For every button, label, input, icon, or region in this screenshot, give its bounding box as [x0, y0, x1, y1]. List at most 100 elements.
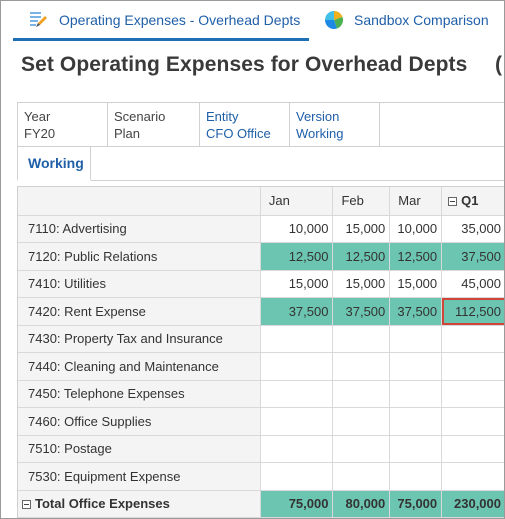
data-cell[interactable]: 75,000: [260, 490, 334, 518]
collapse-icon[interactable]: [448, 197, 458, 207]
data-cell[interactable]: [389, 352, 443, 381]
pov-scenario: Scenario Plan: [108, 103, 200, 146]
data-cell[interactable]: 37,500: [332, 297, 391, 326]
data-cell[interactable]: 10,000: [260, 215, 334, 243]
pov-entity[interactable]: Entity CFO Office: [200, 103, 290, 146]
pov-label[interactable]: Entity: [206, 109, 239, 124]
pie-chart-icon: [323, 9, 345, 31]
tab-sandbox-comparison[interactable]: Sandbox Comparison: [323, 1, 503, 39]
data-cell[interactable]: [332, 380, 391, 408]
tab-working[interactable]: Working: [17, 147, 91, 181]
row-header[interactable]: 7450: Telephone Expenses: [18, 380, 261, 408]
data-cell[interactable]: [441, 407, 504, 436]
data-cell[interactable]: [441, 380, 504, 408]
data-cell[interactable]: 35,000: [441, 215, 504, 243]
data-cell[interactable]: [441, 435, 504, 463]
row-label: 7410: Utilities: [28, 276, 107, 292]
row-header[interactable]: 7510: Postage: [18, 435, 261, 463]
data-grid: Jan Feb Mar Q1 7110: Advertising 10,000 15…: [17, 186, 504, 518]
row-header[interactable]: 7430: Property Tax and Insurance: [18, 325, 261, 353]
column-header-q1[interactable]: Q1: [441, 187, 504, 216]
data-cell[interactable]: 15,000: [332, 270, 391, 298]
pov-value: FY20: [24, 126, 56, 141]
page-title: Set Operating Expenses for Overhead Dept…: [21, 53, 468, 76]
data-cell[interactable]: 75,000: [389, 490, 443, 518]
data-cell[interactable]: 12,500: [332, 242, 391, 271]
data-cell[interactable]: 15,000: [389, 270, 443, 298]
pov-value[interactable]: Working: [296, 126, 344, 141]
row-header[interactable]: 7460: Office Supplies: [18, 407, 261, 436]
row-label: Total Office Expenses: [35, 496, 170, 512]
data-cell[interactable]: [389, 325, 443, 353]
data-cell[interactable]: [441, 352, 504, 381]
data-cell[interactable]: 45,000: [441, 270, 504, 298]
data-cell[interactable]: 12,500: [389, 242, 443, 271]
row-header[interactable]: 7420: Rent Expense: [18, 297, 261, 326]
table-row: 7420: Rent Expense 37,500 37,500 37,500 112,…: [18, 297, 504, 326]
row-header[interactable]: 7120: Public Relations: [18, 242, 261, 271]
data-cell[interactable]: [260, 435, 334, 463]
data-cell[interactable]: [260, 407, 334, 436]
data-cell[interactable]: [441, 462, 504, 491]
data-cell[interactable]: [332, 407, 391, 436]
table-row: 7430: Property Tax and Insurance: [18, 325, 504, 353]
row-label: 7510: Postage: [28, 441, 112, 457]
row-label: 7120: Public Relations: [28, 248, 158, 264]
pov-bar: Year FY20 Scenario Plan Entity CFO Offic…: [17, 102, 504, 147]
data-cell[interactable]: [260, 352, 334, 381]
row-label: 7420: Rent Expense: [28, 303, 146, 319]
table-row: 7110: Advertising 10,000 15,000 10,000 35,00…: [18, 215, 504, 243]
data-cell[interactable]: 10,000: [389, 215, 443, 243]
data-cell[interactable]: [389, 380, 443, 408]
tab-bar: Operating Expenses - Overhead Depts Sand…: [1, 1, 504, 41]
row-header[interactable]: 7410: Utilities: [18, 270, 261, 298]
row-header[interactable]: 7110: Advertising: [18, 215, 261, 243]
row-header[interactable]: 7530: Equipment Expense: [18, 462, 261, 491]
data-cell[interactable]: [260, 462, 334, 491]
data-cell[interactable]: 12,500: [260, 242, 334, 271]
data-cell[interactable]: [389, 407, 443, 436]
pov-label[interactable]: Version: [296, 109, 340, 124]
table-row: 7120: Public Relations 12,500 12,500 12,500…: [18, 242, 504, 271]
tab-label: Operating Expenses - Overhead Depts: [59, 11, 301, 28]
page-title-edge: (: [495, 53, 502, 76]
data-cell[interactable]: 15,000: [260, 270, 334, 298]
data-cell[interactable]: [332, 462, 391, 491]
data-cell[interactable]: 80,000: [332, 490, 391, 518]
table-row: 7410: Utilities 15,000 15,000 15,000 45,000: [18, 270, 504, 298]
data-cell[interactable]: [332, 325, 391, 353]
data-cell[interactable]: [389, 435, 443, 463]
data-cell[interactable]: 37,500: [260, 297, 334, 326]
table-row: 7460: Office Supplies: [18, 407, 504, 436]
row-label: 7530: Equipment Expense: [28, 468, 181, 484]
data-cell[interactable]: 37,500: [441, 242, 504, 271]
data-cell[interactable]: [260, 380, 334, 408]
collapse-icon[interactable]: [22, 500, 31, 510]
pov-value[interactable]: CFO Office: [206, 126, 271, 141]
data-cell[interactable]: 37,500: [389, 297, 443, 326]
tab-operating-expenses[interactable]: Operating Expenses - Overhead Depts: [13, 1, 309, 41]
data-cell[interactable]: [389, 462, 443, 491]
data-cell[interactable]: 15,000: [332, 215, 391, 243]
column-header-jan[interactable]: Jan: [260, 187, 334, 216]
table-row: 7530: Equipment Expense: [18, 462, 504, 491]
pov-label: Year: [24, 109, 51, 124]
row-header[interactable]: 7440: Cleaning and Maintenance: [18, 352, 261, 381]
pov-version[interactable]: Version Working: [290, 103, 380, 146]
data-cell[interactable]: 112,500: [441, 297, 504, 326]
data-cell[interactable]: [332, 352, 391, 381]
row-header[interactable]: Total Office Expenses: [18, 490, 261, 518]
data-cell[interactable]: [332, 435, 391, 463]
data-cell[interactable]: 230,000: [441, 490, 504, 518]
column-header-feb[interactable]: Feb: [332, 187, 391, 216]
column-header-mar[interactable]: Mar: [389, 187, 443, 216]
row-label: 7110: Advertising: [28, 221, 127, 237]
data-cell[interactable]: [441, 325, 504, 353]
grid-corner: [18, 187, 261, 216]
pov-label: Scenario: [114, 109, 166, 124]
pov-year: Year FY20: [18, 103, 108, 146]
data-cell[interactable]: [260, 325, 334, 353]
table-row: 7440: Cleaning and Maintenance: [18, 352, 504, 381]
view-tab-strip: Working: [17, 147, 504, 181]
